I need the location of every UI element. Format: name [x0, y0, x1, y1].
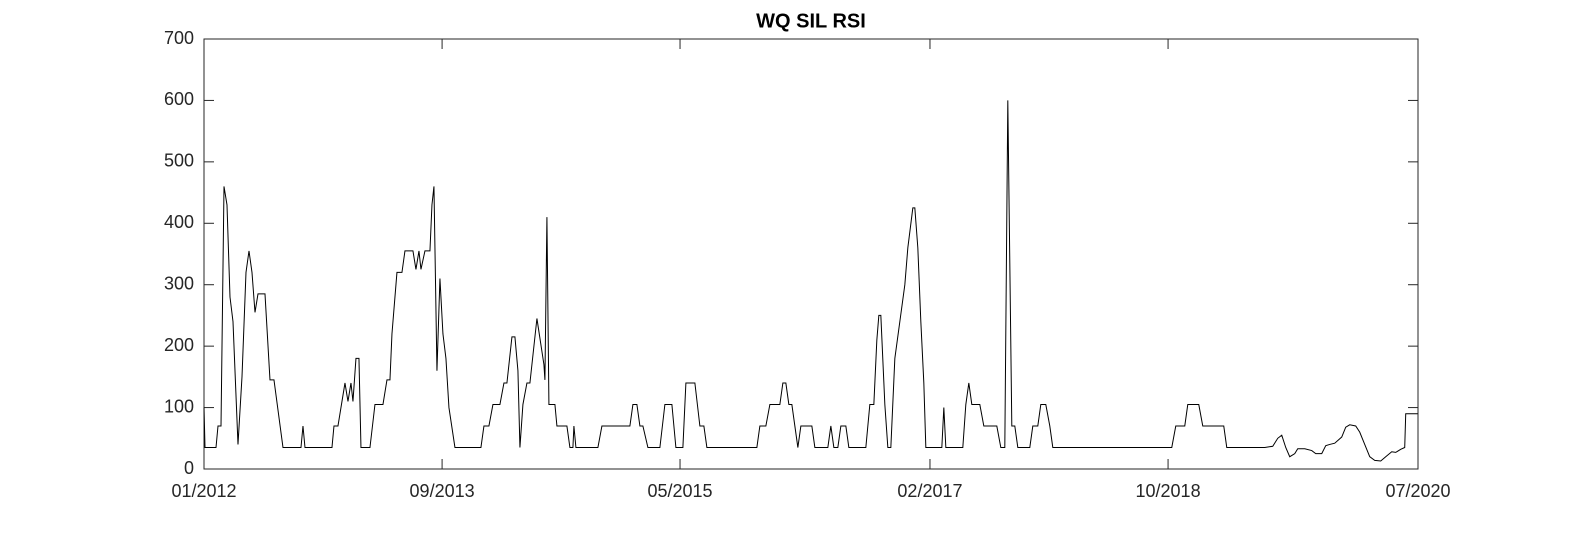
y-tick-label: 500	[164, 151, 194, 171]
x-tick-label: 09/2013	[410, 481, 475, 501]
data-line	[203, 100, 1418, 462]
y-tick-label: 100	[164, 396, 194, 416]
axes-box	[203, 38, 1419, 470]
y-tick-label: 200	[164, 335, 194, 355]
y-tick-label: 400	[164, 212, 194, 232]
x-tick-label: 10/2018	[1136, 481, 1201, 501]
y-tick-label: 300	[164, 273, 194, 293]
x-tick-label: 07/2020	[1385, 481, 1450, 501]
y-tick-label: 0	[184, 458, 194, 478]
x-tick-label: 02/2017	[897, 481, 962, 501]
chart-title: WQ SIL RSI	[756, 10, 866, 32]
x-tick-label: 01/2012	[171, 481, 236, 501]
y-tick-label: 600	[164, 89, 194, 109]
x-tick-label: 05/2015	[647, 481, 712, 501]
y-tick-label: 700	[164, 28, 194, 48]
